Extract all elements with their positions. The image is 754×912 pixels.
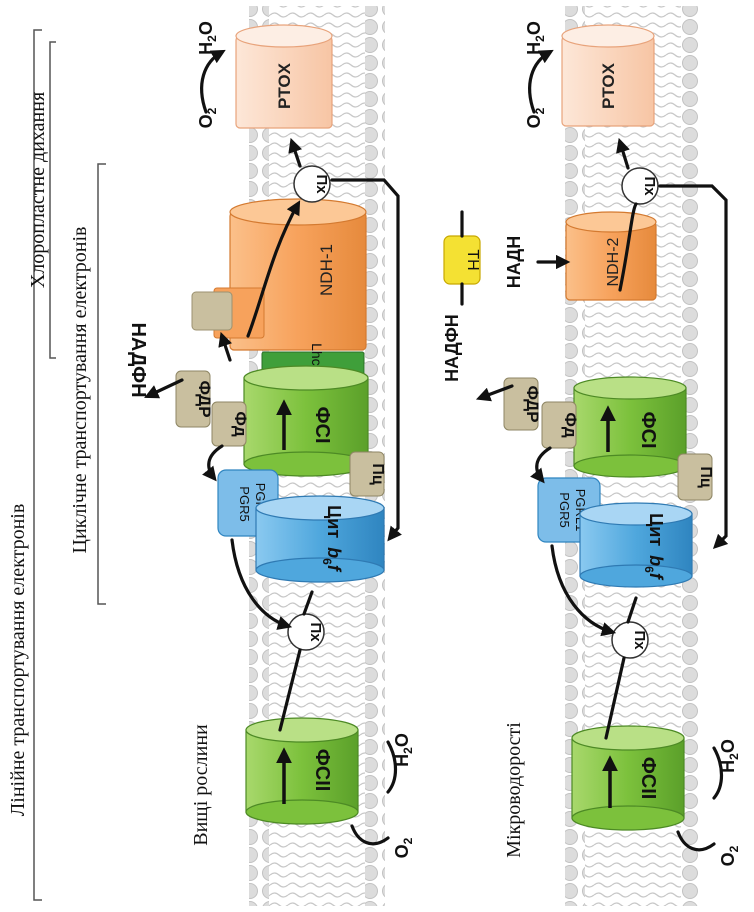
pgr5-label-2: PGR5 — [557, 492, 572, 527]
pq-lower-label-2: Пх — [631, 630, 648, 650]
flow-arrows — [144, 49, 402, 846]
nadph-label: НАДФН — [127, 322, 149, 397]
fnr-box-2: ФДР — [503, 377, 542, 431]
cyt-sub6-label-2: 6 — [642, 566, 656, 573]
nadph-label-2: НАДФН — [442, 314, 462, 382]
o2-psii-sub: 2 — [401, 837, 415, 844]
fd-box-2: Фд — [541, 401, 580, 449]
cyt-sub6-label: 6 — [320, 558, 334, 565]
pq-upper-label: Пх — [313, 174, 330, 194]
pq-upper: Пх — [293, 165, 331, 203]
flow-arrows-2 — [460, 49, 729, 852]
th-box: TH — [443, 235, 481, 285]
ptox-complex: PTOX — [235, 24, 333, 129]
svg-text:H2O: H2O — [524, 21, 547, 55]
pc-box-2: Пц — [677, 453, 714, 501]
o2-ptox-sub-2: 2 — [533, 107, 547, 114]
psii-label: ФСІІ — [311, 749, 333, 792]
o2-ptox-label-2: O — [524, 114, 544, 128]
h2o-ptox-o-2: O — [524, 21, 544, 35]
svg-text:O2: O2 — [392, 837, 415, 858]
o2-psii-label-2: O — [718, 852, 738, 866]
psi-complex-2: ФСІ — [573, 376, 687, 478]
h2o-ptox-sub-2: 2 — [533, 35, 547, 42]
fd-box: Фд — [211, 401, 250, 447]
chlororespiration-label: Хлоропластне дихання — [27, 92, 49, 288]
h2o-psii-sub: 2 — [401, 747, 415, 754]
ptox-label-2: PTOX — [599, 62, 618, 109]
ndh2-label: NDH-2 — [605, 237, 622, 286]
fnr-label: ФДР — [195, 380, 214, 417]
ptox-label: PTOX — [275, 62, 294, 109]
nadh-label: НАДН — [504, 236, 524, 289]
cyt-f-label: f — [324, 565, 344, 573]
cyt-label-2: Цит — [646, 513, 666, 546]
svg-text:H2O: H2O — [392, 733, 415, 767]
h2o-psii-sub-2: 2 — [727, 753, 741, 760]
pq-lower-2: Пх — [611, 621, 649, 659]
svg-text:O2: O2 — [718, 845, 741, 866]
fd-label: Фд — [231, 411, 250, 437]
th-label: TH — [464, 249, 481, 270]
cyt-label: Цит — [324, 505, 344, 538]
pc-label: Пц — [369, 463, 386, 485]
pgr5-label: PGR5 — [237, 486, 252, 521]
h2o-psii-h: H — [392, 754, 412, 767]
psi-complex: ФСІ — [243, 365, 369, 477]
microalgae-title: Мікроводорості — [503, 722, 525, 858]
h2o-psii-o: O — [392, 733, 412, 747]
h2o-psii-o-2: O — [718, 739, 738, 753]
o2-ptox-label: O — [196, 114, 216, 128]
ptox-complex-2: PTOX — [561, 24, 655, 127]
h2o-ptox-o: O — [196, 21, 216, 35]
h2o-ptox-h: H — [196, 42, 216, 55]
fd-label-2: Фд — [561, 412, 580, 438]
psi-label: ФСІ — [311, 406, 333, 443]
psi-label-2: ФСІ — [637, 411, 659, 448]
cyt-f-label-2: f — [646, 573, 666, 581]
h2o-ptox-h-2: H — [524, 42, 544, 55]
pq-lower: Пх — [287, 613, 325, 651]
cyclic-transport-bracket — [97, 163, 106, 605]
ndh1-subcomplex — [191, 287, 265, 339]
h2o-psii-h-2: H — [718, 760, 738, 773]
svg-text:Цит b6f: Цит b6f — [642, 513, 666, 581]
ndh2-complex: NDH-2 — [565, 211, 657, 301]
fnr-box: ФДР — [175, 370, 214, 428]
pc-box: Пц — [349, 451, 386, 497]
chlororespiration-bracket — [49, 41, 56, 359]
fnr-label-2: ФДР — [523, 385, 542, 422]
higher-plants-panel: PTOX NDH-1 Lhca5,6 ФСІ ФДР — [127, 6, 415, 906]
linear-transport-bracket — [33, 29, 42, 901]
psii-complex-2: ФСІІ — [571, 725, 685, 831]
cyt-b6f-complex-2: Цит b6f — [579, 502, 693, 588]
svg-text:O2: O2 — [524, 107, 547, 128]
cyt-b-label: b — [324, 547, 344, 558]
cyt-b-label-2: b — [646, 555, 666, 566]
pc-label-2: Пц — [697, 466, 714, 488]
cyclic-transport-label: Циклічне транспортування електронів — [69, 227, 91, 554]
svg-text:H2O: H2O — [718, 739, 741, 773]
ndh1-label: NDH-1 — [317, 244, 336, 296]
o2-psii-sub-2: 2 — [727, 845, 741, 852]
h2o-ptox-sub: 2 — [205, 35, 219, 42]
higher-plants-title: Вищі рослини — [190, 724, 212, 846]
svg-text:Цит b6f: Цит b6f — [320, 505, 344, 573]
psii-label-2: ФСІІ — [637, 757, 659, 800]
pq-lower-label: Пх — [307, 622, 324, 642]
svg-text:O2: O2 — [196, 107, 219, 128]
psii-complex: ФСІІ — [245, 717, 359, 825]
cyt-b6f-complex: Цит b6f — [255, 495, 385, 583]
o2-ptox-sub: 2 — [205, 107, 219, 114]
o2-psii-label: O — [392, 844, 412, 858]
svg-text:H2O: H2O — [196, 21, 219, 55]
linear-transport-label: Лінійне транспортування електронів — [7, 504, 29, 817]
pq-upper-label-2: Пх — [641, 176, 658, 196]
microalgae-panel: PTOX NDH-2 TH НАДН НАДФН ФСІ ФДР — [442, 6, 741, 906]
pq-upper-2: Пх — [621, 167, 659, 205]
